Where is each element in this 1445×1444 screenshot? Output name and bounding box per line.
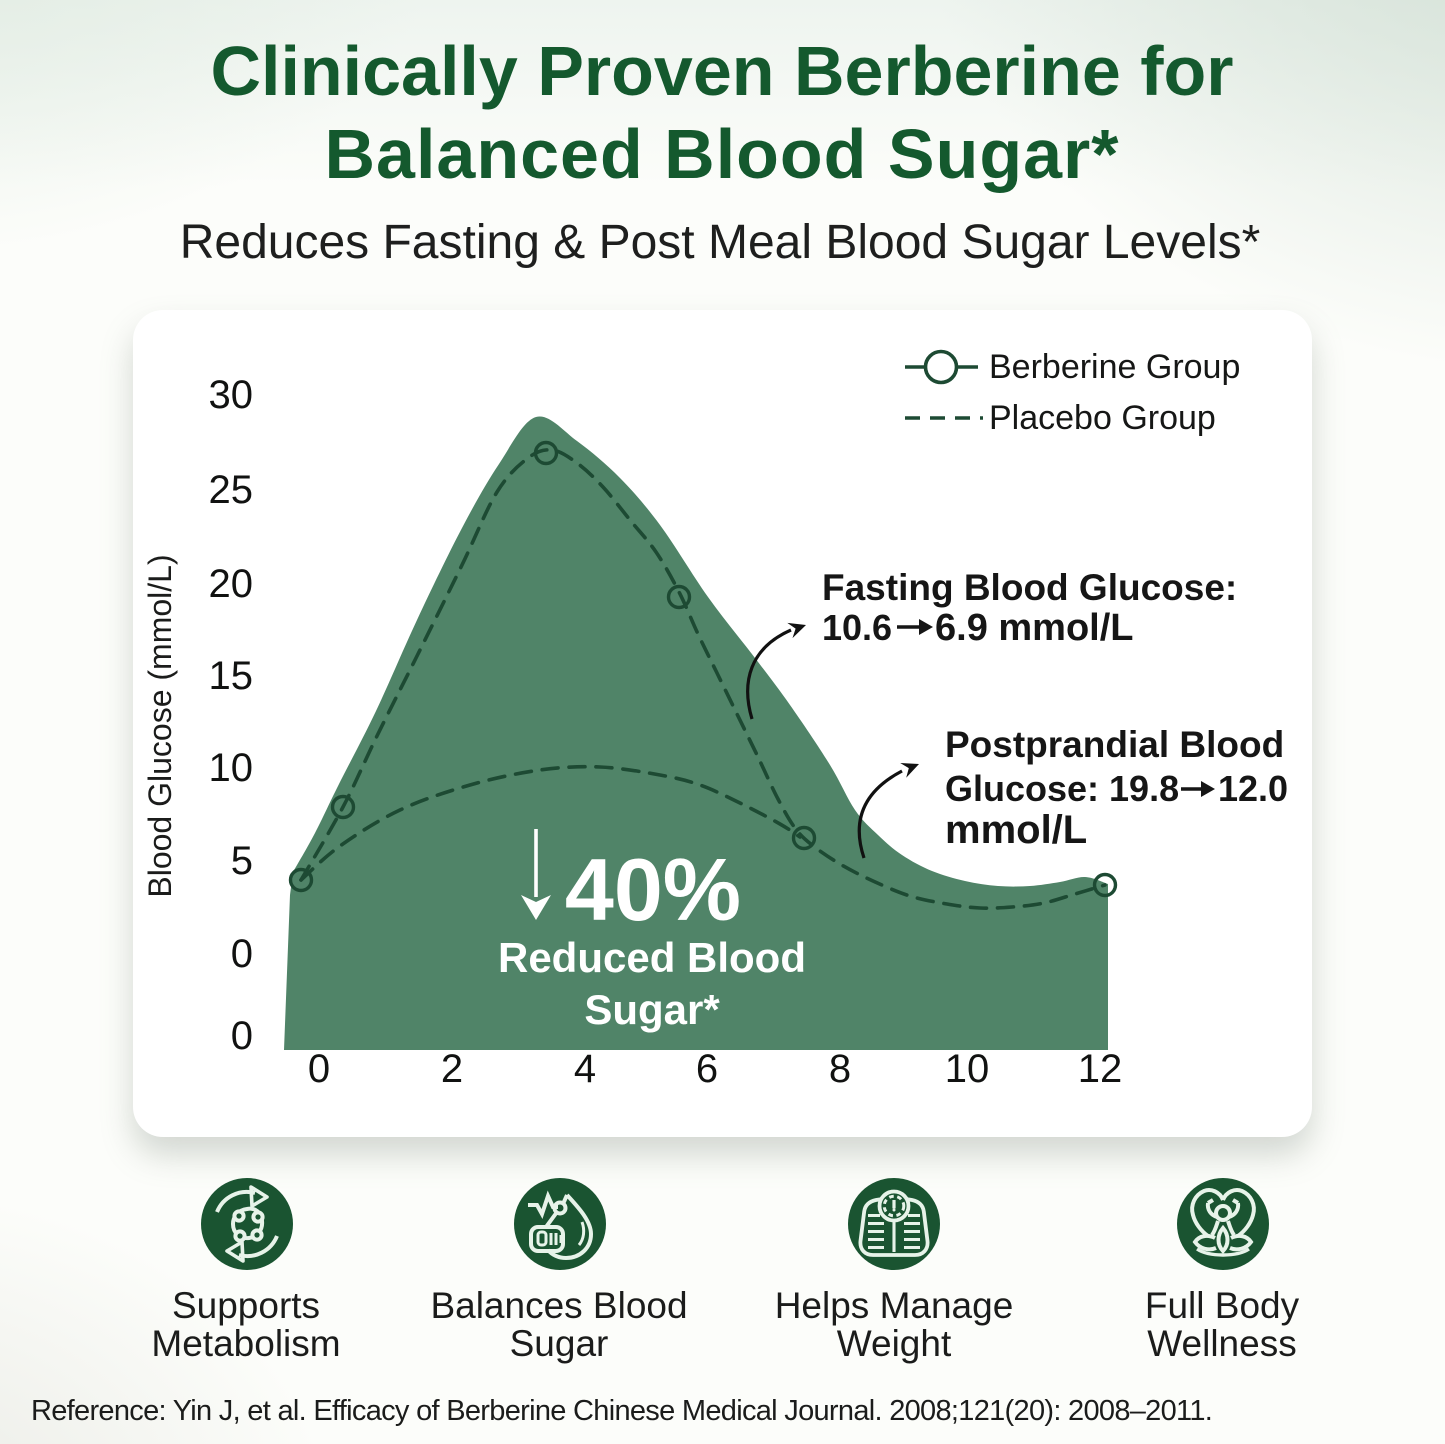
svg-text:30: 30: [209, 373, 254, 417]
svg-text:Metabolism: Metabolism: [151, 1323, 340, 1364]
svg-text:mmol/L: mmol/L: [945, 808, 1087, 852]
svg-text:Sugar*: Sugar*: [584, 986, 720, 1033]
svg-text:25: 25: [209, 468, 254, 512]
svg-text:Clinically Proven Berberine fo: Clinically Proven Berberine for: [210, 32, 1233, 110]
svg-text:Reduces Fasting & Post Meal Bl: Reduces Fasting & Post Meal Blood Sugar …: [180, 216, 1261, 269]
svg-text:Balances Blood: Balances Blood: [430, 1285, 687, 1326]
svg-text:Weight: Weight: [837, 1323, 952, 1364]
svg-text:Wellness: Wellness: [1147, 1323, 1296, 1364]
svg-text:0: 0: [231, 1014, 253, 1058]
svg-text:12: 12: [1078, 1047, 1123, 1091]
svg-text:Glucose: 19.8: Glucose: 19.8: [945, 768, 1179, 809]
svg-text:5: 5: [231, 839, 253, 883]
svg-text:6: 6: [696, 1047, 718, 1091]
svg-text:Reference: Yin J, et al. Effic: Reference: Yin J, et al. Efficacy of Ber…: [31, 1395, 1212, 1427]
svg-text:Placebo Group: Placebo Group: [989, 399, 1216, 437]
svg-text:Balanced Blood Sugar*: Balanced Blood Sugar*: [324, 115, 1119, 193]
svg-text:10: 10: [945, 1047, 990, 1091]
svg-text:Fasting Blood Glucose:: Fasting Blood Glucose:: [822, 567, 1237, 608]
svg-text:2: 2: [441, 1047, 463, 1091]
svg-text:Supports: Supports: [172, 1285, 320, 1326]
svg-text:Blood Glucose (mmol/L): Blood Glucose (mmol/L): [142, 554, 178, 897]
svg-text:Helps Manage: Helps Manage: [775, 1285, 1014, 1326]
svg-text:4: 4: [574, 1047, 596, 1091]
svg-text:0: 0: [308, 1047, 330, 1091]
svg-text:40%: 40%: [565, 840, 741, 939]
svg-text:Berberine Group: Berberine Group: [989, 348, 1240, 386]
svg-text:0: 0: [231, 932, 253, 976]
svg-text:15: 15: [209, 654, 254, 698]
svg-text:12.0: 12.0: [1218, 768, 1288, 809]
svg-text:Postprandial Blood: Postprandial Blood: [945, 724, 1284, 765]
svg-text:10: 10: [209, 746, 254, 790]
svg-text:Sugar: Sugar: [510, 1323, 609, 1364]
svg-text:10.6: 10.6: [822, 607, 892, 648]
svg-text:6.9 mmol/L: 6.9 mmol/L: [935, 607, 1134, 649]
svg-text:Full Body: Full Body: [1145, 1285, 1300, 1326]
svg-text:20: 20: [209, 562, 254, 606]
svg-text:8: 8: [829, 1047, 851, 1091]
svg-text:Reduced Blood: Reduced Blood: [498, 934, 806, 981]
